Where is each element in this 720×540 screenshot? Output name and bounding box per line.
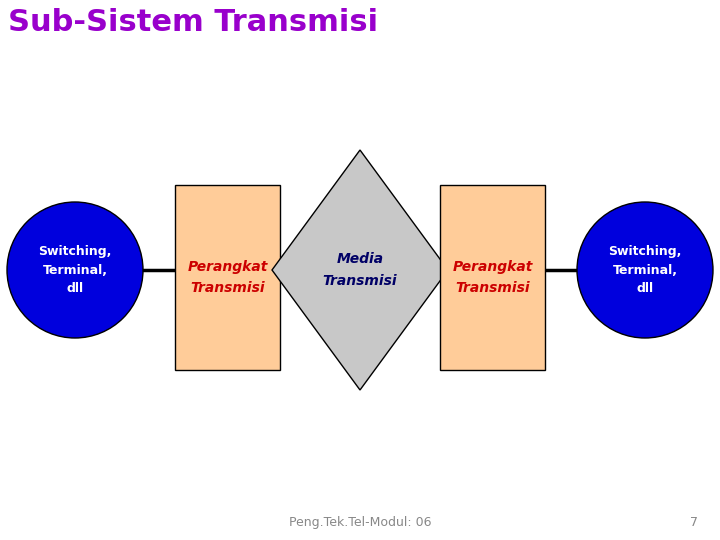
Text: Perangkat: Perangkat (187, 260, 268, 273)
Text: Peng.Tek.Tel-Modul: 06: Peng.Tek.Tel-Modul: 06 (289, 516, 431, 529)
Bar (440, 185, 545, 370)
Text: Transmisi: Transmisi (190, 281, 265, 295)
Text: 7: 7 (690, 516, 698, 529)
Text: dll: dll (66, 281, 84, 294)
Text: Terminal,: Terminal, (613, 264, 678, 276)
Text: Transmisi: Transmisi (323, 274, 397, 288)
Text: Sub-Sistem Transmisi: Sub-Sistem Transmisi (8, 8, 378, 37)
Text: Perangkat: Perangkat (452, 260, 533, 273)
Text: Terminal,: Terminal, (42, 264, 107, 276)
Polygon shape (272, 150, 448, 390)
Text: Transmisi: Transmisi (455, 281, 530, 295)
Bar (175, 185, 280, 370)
Ellipse shape (7, 202, 143, 338)
Text: dll: dll (636, 281, 654, 294)
Ellipse shape (577, 202, 713, 338)
Text: Switching,: Switching, (608, 246, 682, 259)
Text: Switching,: Switching, (38, 246, 112, 259)
Text: Media: Media (336, 252, 384, 266)
